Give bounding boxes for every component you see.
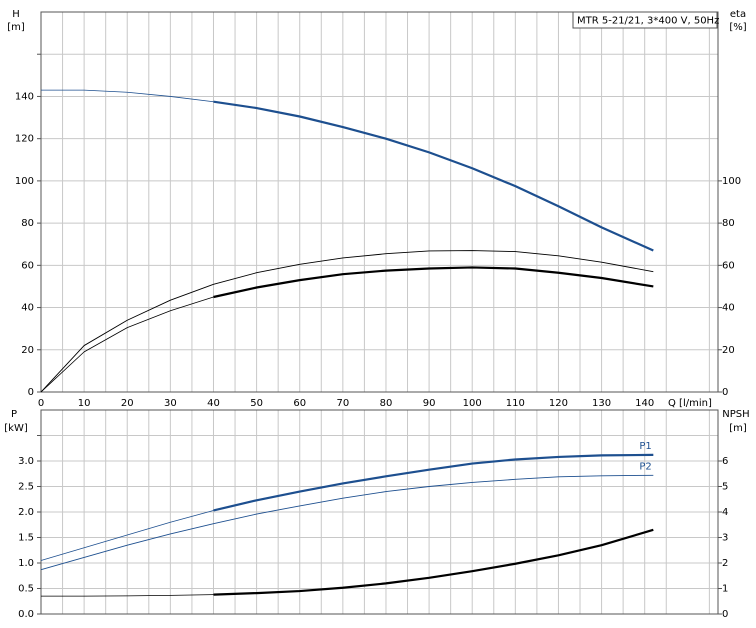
y-tick-label: 0.5 <box>18 584 34 595</box>
y-tick-label: 0 <box>28 387 34 398</box>
chart-title: MTR 5-21/21, 3*400 V, 50Hz <box>577 16 719 27</box>
x-tick-label: 120 <box>549 398 568 409</box>
y2-tick-label: 4 <box>722 507 728 518</box>
curve <box>41 594 214 597</box>
y-unit: [kW] <box>4 423 28 434</box>
title-box <box>572 11 718 29</box>
y2-unit: [m] <box>729 423 747 434</box>
y2-tick-label: 40 <box>722 303 735 314</box>
y2-tick-label: 0 <box>722 609 728 620</box>
curve <box>41 89 214 103</box>
x-label: Q [l/min] <box>668 398 712 409</box>
x-tick-label: 30 <box>164 398 177 409</box>
y2-tick-label: 80 <box>722 218 735 229</box>
curve <box>40 296 214 393</box>
curve <box>40 474 654 571</box>
curve <box>213 266 654 299</box>
curve-label: P2 <box>639 461 651 472</box>
x-tick-label: 0 <box>38 398 44 409</box>
y2-label: NPSH <box>722 409 749 420</box>
x-tick-label: 50 <box>250 398 263 409</box>
x-tick-label: 60 <box>293 398 306 409</box>
curve-label: P1 <box>639 441 651 452</box>
y2-tick-label: 1 <box>722 584 728 595</box>
y2-tick-label: 3 <box>722 533 728 544</box>
x-tick-label: 20 <box>121 398 134 409</box>
y-unit: [m] <box>7 22 25 33</box>
x-tick-label: 10 <box>78 398 91 409</box>
y-tick-label: 0.0 <box>18 609 34 620</box>
y-tick-label: 1.0 <box>18 558 34 569</box>
y2-unit: [%] <box>729 22 746 33</box>
y2-tick-label: 2 <box>722 558 728 569</box>
y2-tick-label: 20 <box>722 345 735 356</box>
y2-tick-label: 0 <box>722 387 728 398</box>
y2-tick-label: 5 <box>722 482 728 493</box>
y-label: P <box>11 409 17 420</box>
y-tick-label: 2.0 <box>18 507 34 518</box>
x-tick-label: 90 <box>423 398 436 409</box>
x-tick-label: 140 <box>635 398 654 409</box>
grid-layer <box>40 12 718 615</box>
y-tick-label: 80 <box>21 218 34 229</box>
curve <box>213 528 654 596</box>
x-tick-label: 40 <box>207 398 220 409</box>
y-tick-label: 60 <box>21 260 34 271</box>
y-tick-label: 20 <box>21 345 34 356</box>
plot-frame <box>40 11 719 393</box>
curve <box>213 453 654 512</box>
curve <box>40 510 214 561</box>
y-tick-label: 2.5 <box>18 482 34 493</box>
x-tick-label: 70 <box>336 398 349 409</box>
y-tick-label: 3.0 <box>18 456 34 467</box>
x-tick-label: 100 <box>463 398 482 409</box>
y2-tick-label: 60 <box>722 260 735 271</box>
y-tick-label: 1.5 <box>18 533 34 544</box>
y-label: H <box>12 9 20 20</box>
x-tick-label: 80 <box>380 398 393 409</box>
y-tick-label: 140 <box>15 91 34 102</box>
y-tick-label: 120 <box>15 134 34 145</box>
curve <box>213 100 654 252</box>
y2-tick-label: 6 <box>722 456 728 467</box>
x-tick-label: 110 <box>506 398 525 409</box>
y2-label: eta <box>730 9 746 20</box>
y-tick-label: 40 <box>21 303 34 314</box>
curve <box>40 250 654 393</box>
y-tick-label: 100 <box>15 176 34 187</box>
x-tick-label: 130 <box>592 398 611 409</box>
y2-tick-label: 100 <box>722 176 741 187</box>
